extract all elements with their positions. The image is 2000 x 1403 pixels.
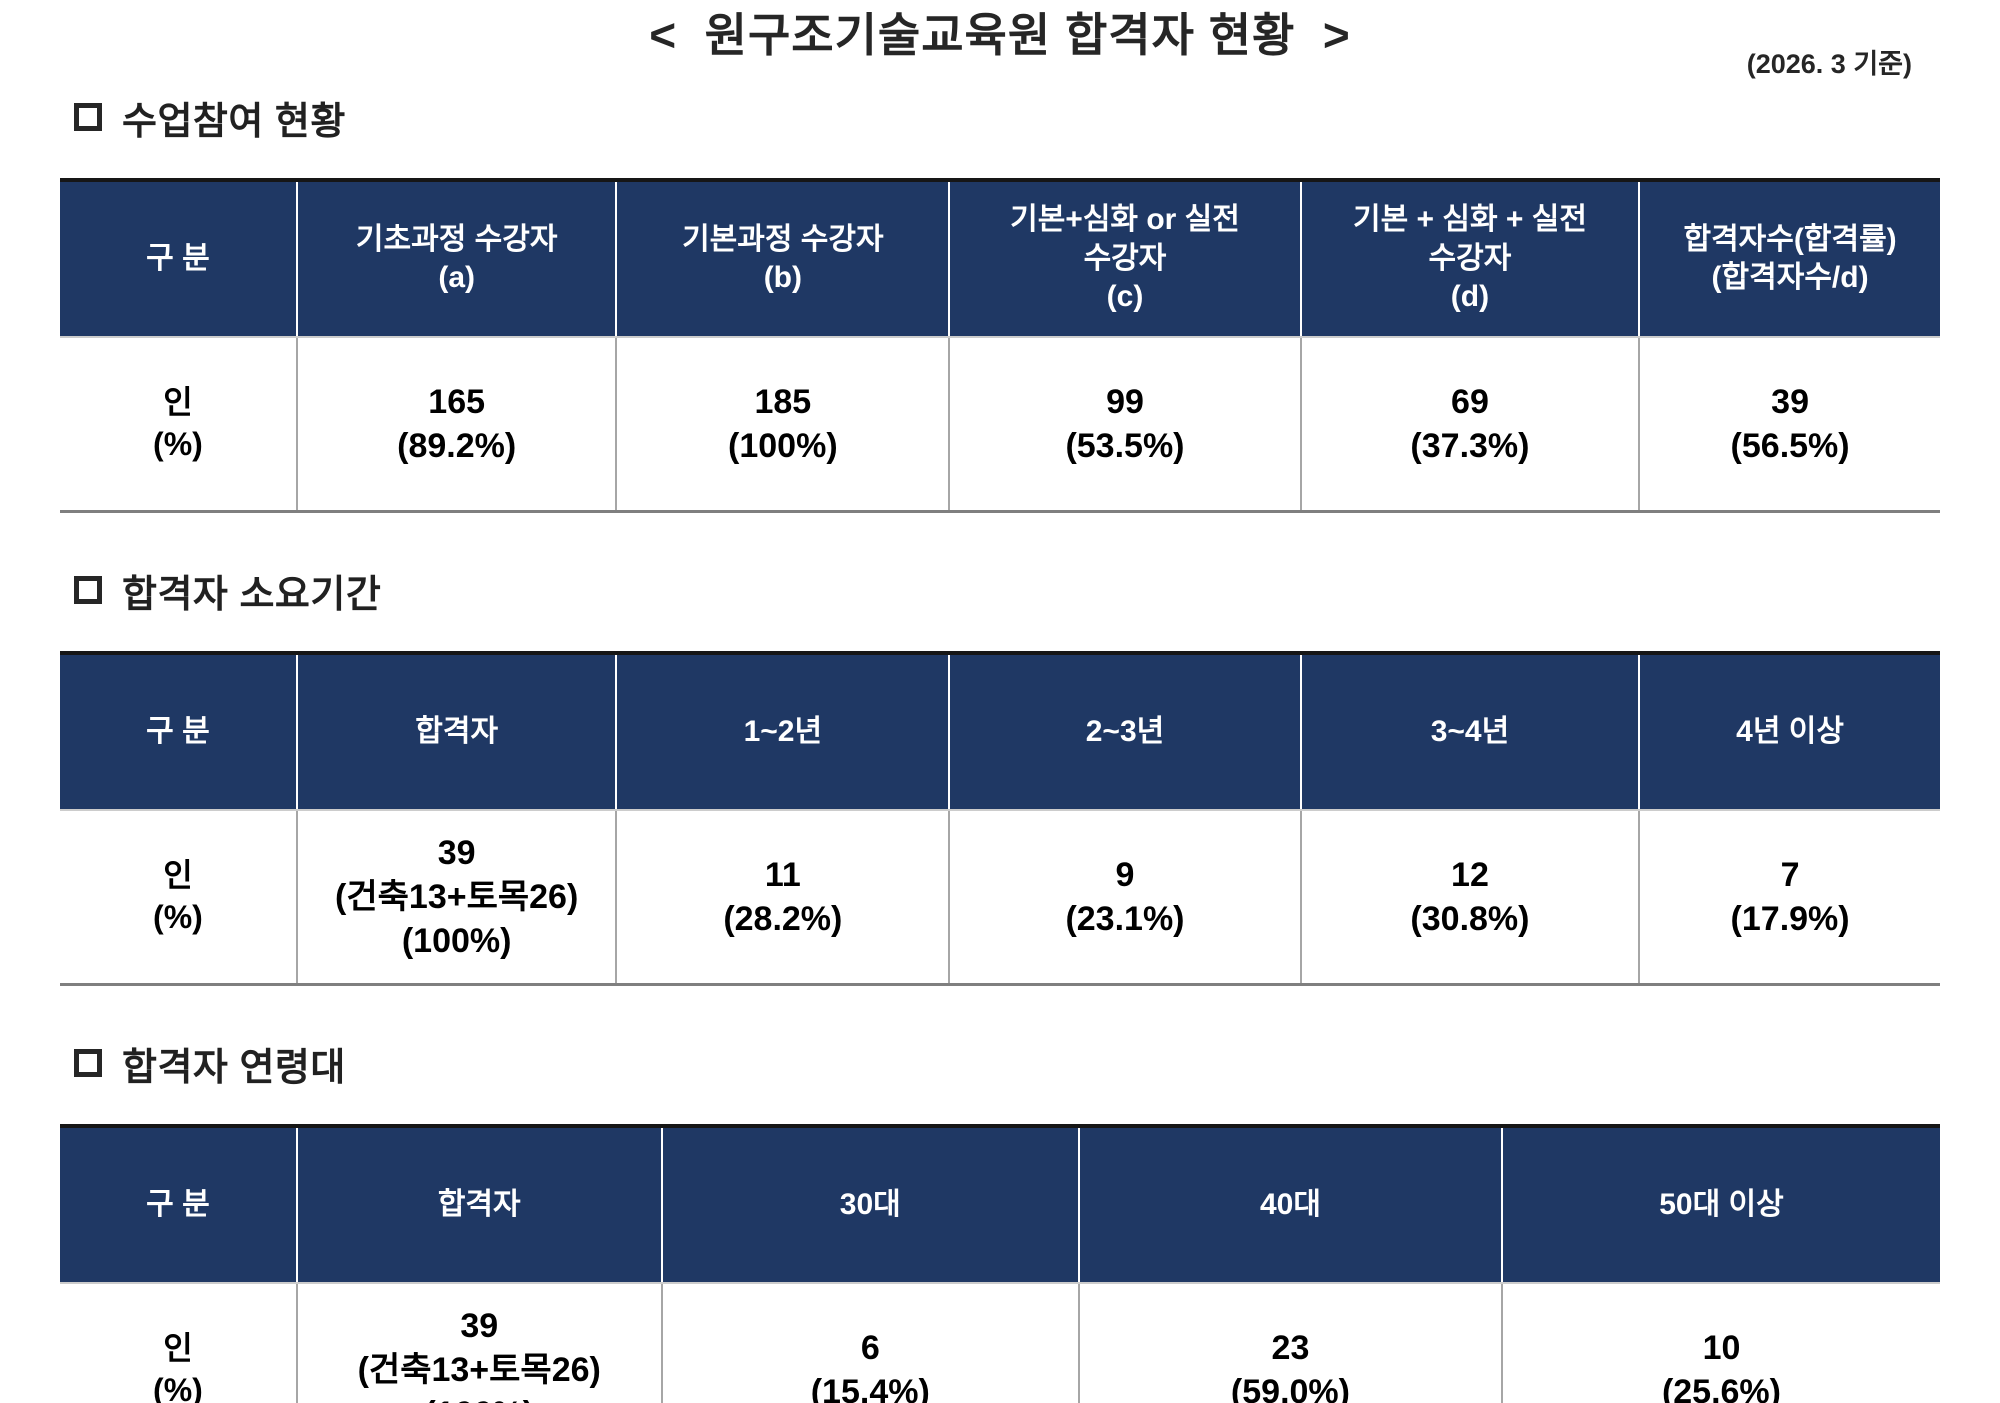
duration-table-header-row: 구 분 합격자 1~2년 2~3년 3~4년 4년 이상: [60, 653, 1940, 811]
section-heading-class-participation: 수업참여 현황: [74, 92, 1940, 143]
age-table: 구 분 합격자 30대 40대 50대 이상 인 (%) 39 (건축13+토목…: [60, 1124, 1940, 1403]
header-cell: 3~4년: [1300, 653, 1641, 811]
value-cell: 39 (건축13+토목26) (100%): [296, 1283, 663, 1403]
value-cell: 165 (89.2%): [296, 337, 618, 512]
value-cell: 23 (59.0%): [1078, 1283, 1503, 1403]
header-cell: 합격자수(합격률) (합격자수/d): [1639, 180, 1940, 338]
header-cell: 기초과정 수강자 (a): [296, 180, 618, 338]
header-cell: 1~2년: [616, 653, 951, 811]
section-class-participation: 수업참여 현황 구 분 기초과정 수강자 (a) 기본과정 수강자 (b) 기본…: [60, 92, 1940, 513]
header-cell: 4년 이상: [1639, 653, 1940, 811]
section-heading-label: 합격자 소요기간: [122, 573, 382, 616]
section-passer-age: 합격자 연령대 구 분 합격자 30대 40대 50대 이상 인 (%) 39: [60, 1038, 1940, 1403]
value-cell: 185 (100%): [616, 337, 951, 512]
duration-table: 구 분 합격자 1~2년 2~3년 3~4년 4년 이상 인 (%) 39 (건…: [60, 651, 1940, 986]
value-cell: 12 (30.8%): [1300, 810, 1641, 985]
page-title: < 원구조기술교육원 합격자 현황 >: [649, 9, 1351, 61]
row-label-cell: 인 (%): [60, 810, 298, 985]
row-label-cell: 인 (%): [60, 1283, 298, 1403]
header-cell: 30대: [661, 1126, 1080, 1284]
age-table-header-row: 구 분 합격자 30대 40대 50대 이상: [60, 1126, 1940, 1284]
header-cell: 2~3년: [949, 653, 1302, 811]
age-table-data-row: 인 (%) 39 (건축13+토목26) (100%) 6 (15.4%) 23…: [60, 1283, 1940, 1403]
attendance-table-header-row: 구 분 기초과정 수강자 (a) 기본과정 수강자 (b) 기본+심화 or 실…: [60, 180, 1940, 338]
value-cell: 11 (28.2%): [616, 810, 951, 985]
header-cell: 구 분: [60, 180, 298, 338]
section-heading-label: 합격자 연령대: [122, 1046, 346, 1089]
square-bullet-icon: [74, 1049, 102, 1077]
attendance-table: 구 분 기초과정 수강자 (a) 기본과정 수강자 (b) 기본+심화 or 실…: [60, 178, 1940, 513]
value-cell: 69 (37.3%): [1300, 337, 1641, 512]
duration-table-data-row: 인 (%) 39 (건축13+토목26) (100%) 11 (28.2%) 9…: [60, 810, 1940, 985]
row-label-cell: 인 (%): [60, 337, 298, 512]
header-cell: 기본+심화 or 실전 수강자 (c): [949, 180, 1302, 338]
section-heading-label: 수업참여 현황: [122, 100, 346, 143]
header-cell: 50대 이상: [1501, 1126, 1940, 1284]
header-cell: 합격자: [296, 1126, 663, 1284]
value-cell: 99 (53.5%): [949, 337, 1302, 512]
header-cell: 합격자: [296, 653, 618, 811]
square-bullet-icon: [74, 576, 102, 604]
section-heading-passer-age: 합격자 연령대: [74, 1038, 1940, 1089]
value-cell: 7 (17.9%): [1639, 810, 1940, 985]
section-heading-passer-duration: 합격자 소요기간: [74, 565, 1940, 616]
section-passer-duration: 합격자 소요기간 구 분 합격자 1~2년 2~3년 3~4년 4년 이상 인: [60, 565, 1940, 986]
header-cell: 기본과정 수강자 (b): [616, 180, 951, 338]
value-cell: 6 (15.4%): [661, 1283, 1080, 1403]
value-cell: 39 (건축13+토목26) (100%): [296, 810, 618, 985]
value-cell: 39 (56.5%): [1639, 337, 1940, 512]
reference-date: (2026. 3 기준): [1746, 49, 1912, 79]
attendance-table-data-row: 인 (%) 165 (89.2%) 185 (100%) 99 (53.5%) …: [60, 337, 1940, 512]
header-cell: 기본 + 심화 + 실전 수강자 (d): [1300, 180, 1641, 338]
header-cell: 40대: [1078, 1126, 1503, 1284]
value-cell: 10 (25.6%): [1501, 1283, 1940, 1403]
header-cell: 구 분: [60, 653, 298, 811]
square-bullet-icon: [74, 103, 102, 131]
value-cell: 9 (23.1%): [949, 810, 1302, 985]
header-cell: 구 분: [60, 1126, 298, 1284]
